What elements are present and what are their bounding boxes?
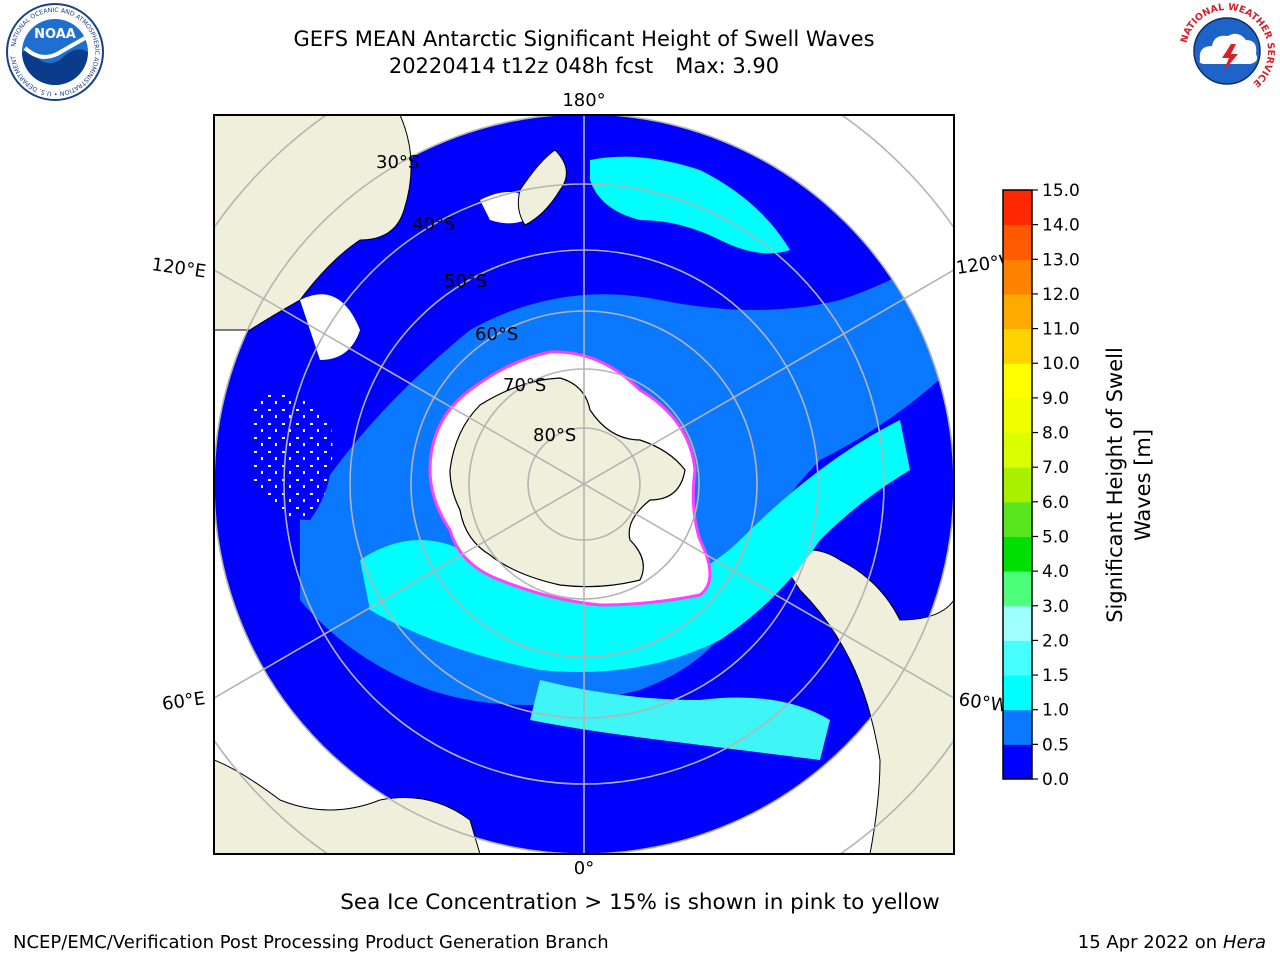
colorbar-segment xyxy=(1003,293,1032,330)
colorbar-segment xyxy=(1003,501,1032,537)
colorbar-tick-label: 2.0 xyxy=(1042,631,1069,651)
colorbar-tick-label: 10.0 xyxy=(1042,354,1080,374)
colorbar-segment xyxy=(1003,467,1032,503)
colorbar-tick-label: 6.0 xyxy=(1042,493,1069,513)
run-date-text: 15 Apr 2022 on xyxy=(1077,932,1218,953)
sea-ice-note: Sea Ice Concentration > 15% is shown in … xyxy=(340,890,940,915)
colorbar-segment xyxy=(1003,709,1032,745)
latitude-label-30s: 30°S xyxy=(376,152,419,173)
nws-logo: NATIONAL WEATHER SERVICE xyxy=(1178,2,1276,100)
colorbar-tick-label: 0.0 xyxy=(1042,770,1069,790)
colorbar-tick-label: 14.0 xyxy=(1042,216,1080,236)
swell-band-high xyxy=(360,420,910,672)
colorbar-tick-label: 5.0 xyxy=(1042,527,1069,547)
colorbar-segment xyxy=(1003,571,1032,607)
colorbar-tick-label: 11.0 xyxy=(1042,320,1080,340)
colorbar-segment xyxy=(1003,328,1032,364)
colorbar-segment xyxy=(1003,259,1032,295)
meridian-label-120e: 120°E xyxy=(150,254,207,282)
colorbar-segment xyxy=(1003,605,1032,641)
colorbar-label-line2: Waves [m] xyxy=(1131,429,1155,541)
max-value-text: Max: 3.90 xyxy=(675,54,780,78)
colorbar-segment xyxy=(1003,190,1032,226)
colorbar-label-line1: Significant Height of Swell xyxy=(1103,347,1127,623)
meridian-label-60w: 60°W xyxy=(957,689,1009,717)
meridian-label-60e: 60°E xyxy=(161,688,207,715)
colorbar-tick-label: 8.0 xyxy=(1042,424,1069,444)
noaa-center-text: NOAA xyxy=(34,27,76,42)
forecast-date-text: 20220414 t12z 048h fcst xyxy=(388,54,654,78)
latitude-label-70s: 70°S xyxy=(503,375,546,396)
run-date-credit: 15 Apr 2022 on Hera xyxy=(1078,932,1266,953)
meridian-label-180: 180° xyxy=(562,90,605,111)
colorbar-segment xyxy=(1003,432,1032,468)
colorbar-segment xyxy=(1003,363,1032,399)
latitude-label-40s: 40°S xyxy=(412,214,455,235)
noaa-logo: NATIONAL OCEANIC AND ATMOSPHERIC ADMINIS… xyxy=(5,2,104,101)
producer-credit: NCEP/EMC/Verification Post Processing Pr… xyxy=(13,932,609,953)
colorbar-segment xyxy=(1003,675,1032,711)
chart-title: GEFS MEAN Antarctic Significant Height o… xyxy=(293,27,875,51)
colorbar-tick-label: 3.0 xyxy=(1042,597,1069,617)
colorbar-segment xyxy=(1003,536,1032,572)
colorbar-tick-label: 7.0 xyxy=(1042,458,1069,478)
colorbar-tick-label: 1.0 xyxy=(1042,701,1069,721)
map-area xyxy=(214,115,954,854)
latitude-label-60s: 60°S xyxy=(475,324,518,345)
chart-subtitle: 20220414 t12z 048h fcst Max: 3.90 xyxy=(0,54,1168,78)
latitude-label-80s: 80°S xyxy=(533,425,576,446)
colorbar-tick-label: 15.0 xyxy=(1042,181,1080,201)
colorbar-tick-label: 13.0 xyxy=(1042,250,1080,270)
colorbar-tick-label: 4.0 xyxy=(1042,562,1069,582)
map-frame xyxy=(213,114,955,855)
latitude-label-50s: 50°S xyxy=(444,271,487,292)
colorbar-tick-label: 1.5 xyxy=(1042,666,1069,686)
colorbar-segment xyxy=(1003,640,1032,676)
machine-name: Hera xyxy=(1222,932,1266,953)
colorbar-tick-label: 9.0 xyxy=(1042,389,1069,409)
map-graticule xyxy=(214,115,954,854)
colorbar-tick-label: 0.5 xyxy=(1042,735,1069,755)
colorbar-segment xyxy=(1003,224,1032,260)
colorbar-frame xyxy=(1002,189,1033,780)
colorbar: 0.0 0.5 1.0 1.5 2.0 3.0 4.0 5.0 6.0 7.0 8.0 9.0 10.0… xyxy=(1002,181,1080,790)
colorbar-segment xyxy=(1003,397,1032,434)
meridian-label-0: 0° xyxy=(574,858,594,879)
colorbar-segment xyxy=(1003,744,1032,780)
colorbar-tick-label: 12.0 xyxy=(1042,285,1080,305)
antarctica-landmass xyxy=(449,377,686,588)
